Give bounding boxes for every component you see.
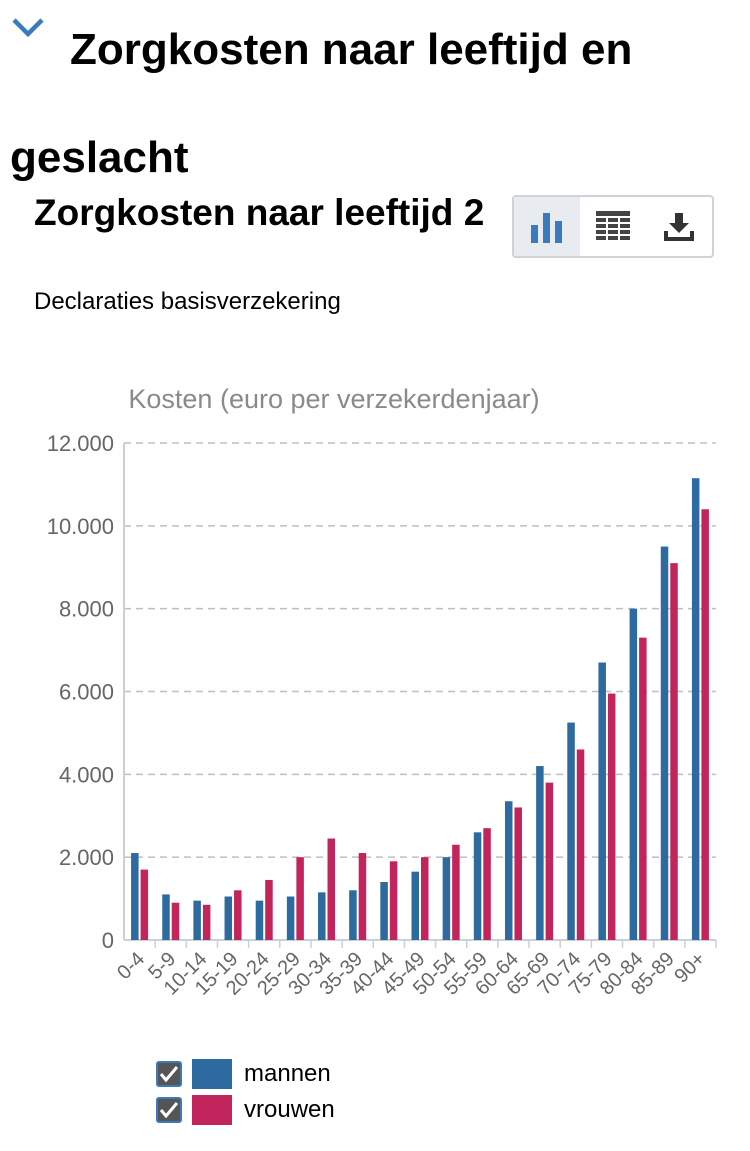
y-tick-label: 8.000	[59, 597, 114, 622]
legend-checkbox-vrouwen[interactable]	[156, 1097, 182, 1123]
bar-vrouwen-40-44	[389, 861, 398, 940]
y-axis-label: Kosten (euro per verzekerdenjaar)	[128, 384, 539, 414]
chevron-down-icon[interactable]	[10, 12, 46, 40]
bar-vrouwen-90+	[701, 509, 709, 940]
legend-item-mannen[interactable]: mannen	[156, 1056, 335, 1092]
bar-vrouwen-25-29	[296, 857, 304, 940]
bar-mannen-75-79	[598, 662, 606, 940]
y-tick-label: 6.000	[59, 680, 114, 705]
bar-vrouwen-60-64	[514, 807, 522, 940]
bar-vrouwen-5-9	[171, 902, 180, 940]
chart-title: Zorgkosten naar leeftijd 2	[34, 192, 485, 233]
checkmark-icon	[159, 1102, 179, 1119]
chart-subtitle: Declaraties basisverzekering	[34, 288, 341, 315]
bar-vrouwen-10-14	[202, 904, 211, 940]
bar-mannen-55-59	[473, 832, 482, 940]
bar-mannen-30-34	[318, 892, 326, 940]
y-tick-label: 10.000	[47, 514, 114, 539]
bar-mannen-5-9	[162, 894, 170, 940]
legend-item-vrouwen[interactable]: vrouwen	[156, 1092, 335, 1128]
legend-label-mannen: mannen	[244, 1060, 331, 1087]
bar-chart-icon	[531, 212, 562, 243]
bar-vrouwen-85-89	[670, 563, 678, 940]
checkmark-icon	[159, 1066, 179, 1083]
y-tick-label: 2.000	[59, 845, 114, 870]
bar-mannen-25-29	[286, 896, 295, 940]
download-button[interactable]	[646, 197, 712, 256]
bar-chart: Kosten (euro per verzekerdenjaar) 0 2.000 4…	[47, 384, 717, 1000]
bar-vrouwen-30-34	[327, 838, 336, 940]
bar-mannen-35-39	[349, 890, 357, 940]
bar-mannen-80-84	[629, 608, 638, 940]
table-view-button[interactable]	[580, 197, 646, 256]
bar-vrouwen-45-49	[421, 857, 429, 940]
bar-mannen-40-44	[380, 882, 388, 940]
bar-mannen-10-14	[193, 900, 201, 940]
bar-mannen-60-64	[504, 801, 513, 940]
y-tick-label: 0	[102, 928, 114, 953]
bar-vrouwen-35-39	[358, 853, 367, 940]
x-tick-label: 0-4	[113, 948, 149, 984]
bar-mannen-85-89	[660, 546, 669, 940]
bar-mannen-0-4	[131, 853, 139, 940]
bar-vrouwen-65-69	[545, 782, 554, 940]
legend-label-vrouwen: vrouwen	[244, 1096, 335, 1123]
table-icon	[596, 210, 630, 240]
bar-vrouwen-0-4	[140, 869, 149, 940]
bar-mannen-90+	[691, 478, 700, 940]
bar-vrouwen-55-59	[483, 828, 491, 940]
bar-mannen-70-74	[567, 722, 575, 940]
bar-mannen-20-24	[255, 900, 264, 940]
download-icon	[664, 212, 694, 241]
bar-vrouwen-80-84	[639, 637, 647, 940]
bar-mannen-50-54	[442, 857, 451, 940]
chart-legend: mannen vrouwen	[156, 1056, 335, 1128]
bar-vrouwen-75-79	[607, 693, 616, 940]
bar-vrouwen-50-54	[452, 844, 460, 940]
bar-mannen-45-49	[411, 871, 419, 940]
chart-toolbar	[512, 195, 714, 258]
legend-checkbox-mannen[interactable]	[156, 1061, 182, 1087]
bar-mannen-15-19	[224, 896, 233, 940]
x-tick-label: 90+	[670, 948, 710, 988]
y-tick-label: 4.000	[59, 762, 114, 787]
bar-vrouwen-15-19	[234, 890, 242, 940]
legend-swatch-vrouwen	[192, 1095, 232, 1125]
y-tick-label: 12.000	[47, 431, 114, 456]
chart-view-button[interactable]	[514, 197, 580, 256]
bar-vrouwen-70-74	[576, 749, 585, 940]
bar-mannen-65-69	[536, 766, 544, 940]
section-title: Zorgkosten naar leeftijd en geslacht	[10, 25, 633, 182]
bar-vrouwen-20-24	[265, 879, 273, 940]
legend-swatch-mannen	[192, 1059, 232, 1089]
